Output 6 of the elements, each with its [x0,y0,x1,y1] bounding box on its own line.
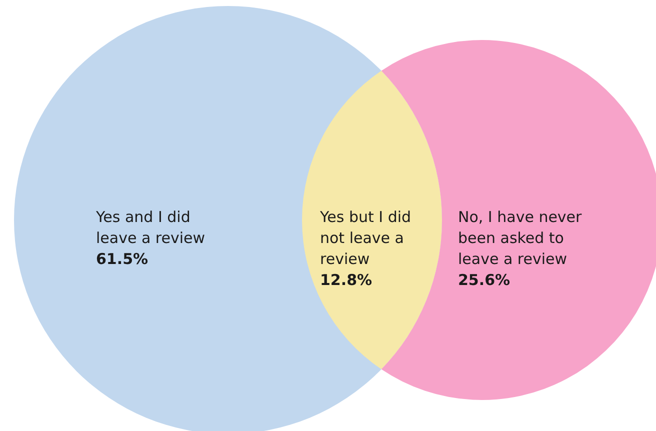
category-label: Yes but I did not leave a review [319,208,412,268]
data-label: 61.5% [96,250,148,268]
category-label: Yes and I did leave a review [95,208,206,247]
data-label: 12.8% [320,270,372,289]
data-label: 25.6% [458,270,510,289]
category-label: No, I have never been asked to leave a review [458,208,583,268]
